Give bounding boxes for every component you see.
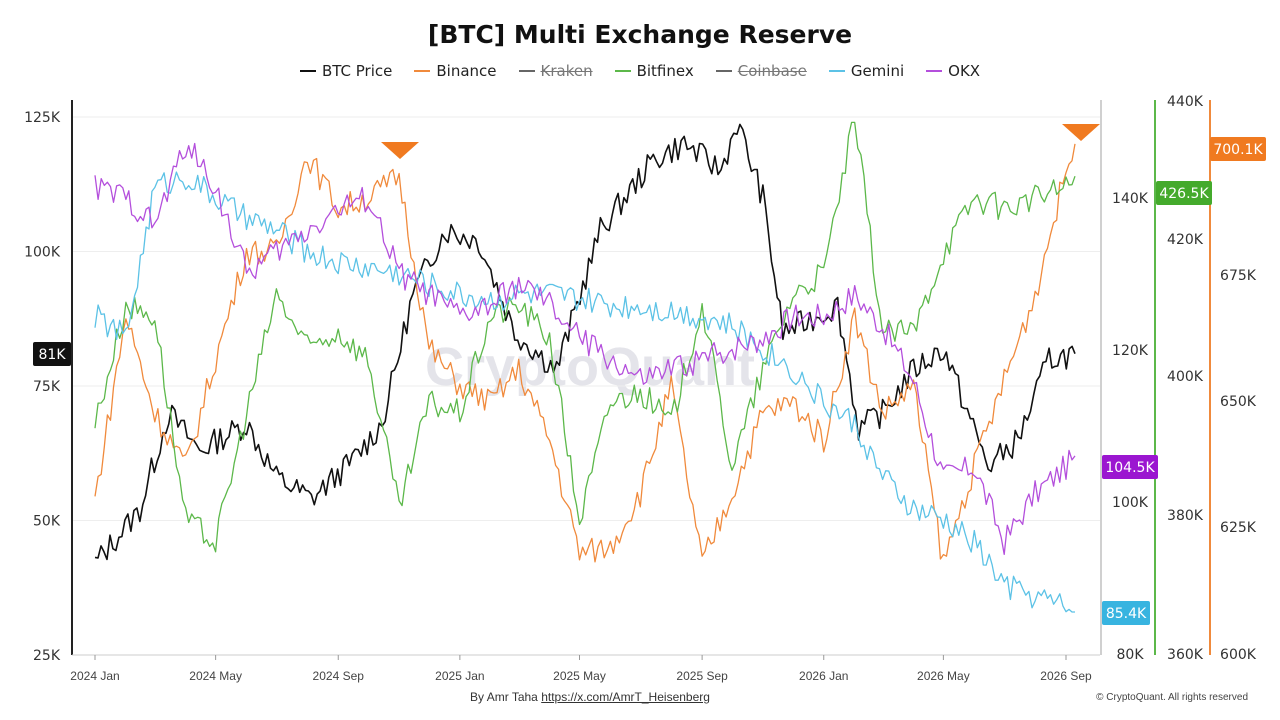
series-line-gemini[interactable]	[94, 171, 1075, 613]
signal-marker-icon	[1062, 124, 1100, 141]
legend-swatch	[614, 70, 631, 72]
legend-item-binance[interactable]: Binance	[414, 62, 497, 80]
footer-credit-prefix: By Amr Taha	[470, 690, 538, 704]
legend-swatch	[828, 70, 845, 72]
left-axis-tick: 100K	[24, 245, 61, 261]
legend-item-coinbase[interactable]: Coinbase	[715, 62, 807, 80]
x-tick-label: 2025 Sep	[676, 669, 728, 683]
series-line-okx[interactable]	[94, 142, 1076, 556]
legend-item-okx[interactable]: OKX	[926, 62, 980, 80]
x-tick-label: 2026 May	[917, 669, 970, 683]
binance-badge-label: 700.1K	[1213, 142, 1263, 158]
axis-badges: 81K 104.5K 426.5K 700.1K 85.4K	[33, 137, 1266, 625]
bitfinex-axis-tick: 400K	[1167, 369, 1204, 385]
legend-label: OKX	[948, 62, 981, 80]
legend-label: Kraken	[540, 62, 593, 80]
bitfinex-axis-tick: 360K	[1167, 647, 1204, 663]
price-badge-label: 104.5K	[1105, 460, 1155, 476]
legend-swatch	[715, 70, 732, 72]
legend-swatch	[926, 70, 943, 72]
price-axis-tick: 120K	[1112, 343, 1149, 359]
signal-marker-icon	[381, 142, 419, 159]
left-axis-tick: 125K	[24, 110, 61, 126]
x-tick-label: 2024 Sep	[313, 669, 365, 683]
legend-label: BTC Price	[321, 62, 393, 80]
x-tick-label: 2024 May	[189, 669, 242, 683]
legend-item-gemini[interactable]: Gemini	[828, 62, 905, 80]
binance-badge-bg	[1210, 137, 1266, 161]
legend-swatch	[299, 70, 316, 72]
left-axis-tick: 50K	[33, 514, 61, 530]
price-axis-tick: 140K	[1112, 191, 1149, 207]
gemini_badge-badge-bg	[1102, 601, 1150, 625]
x-tick-label: 2026 Sep	[1040, 669, 1092, 683]
price-axis-tick: 80K	[1117, 647, 1145, 663]
binance-axis-tick: 625K	[1220, 520, 1257, 536]
axes: 125K 100K 75K 50K 25K 2024 Jan 2024 May 2024 Se…	[24, 94, 1263, 683]
series-line-binance[interactable]	[94, 143, 1076, 563]
x-tick-label: 2024 Jan	[70, 669, 119, 683]
bitfinex-axis-tick: 380K	[1167, 508, 1204, 524]
legend-item-bitfinex[interactable]: Bitfinex	[614, 62, 694, 80]
chart-title: [BTC] Multi Exchange Reserve	[427, 20, 853, 49]
series-lines	[94, 121, 1076, 613]
legend-item-btc-price[interactable]: BTC Price	[299, 62, 393, 80]
bitfinex-badge-label: 426.5K	[1159, 186, 1209, 202]
left-badge-bg	[33, 342, 71, 366]
legend-label: Gemini	[850, 62, 905, 80]
binance-axis-tick: 675K	[1220, 268, 1257, 284]
bitfinex-axis-tick: 440K	[1167, 94, 1204, 110]
binance-axis-tick: 650K	[1220, 394, 1257, 410]
footer-link[interactable]: https://x.com/AmrT_Heisenberg	[541, 690, 710, 704]
legend-item-kraken[interactable]: Kraken	[518, 62, 593, 80]
left-badge-label: 81K	[39, 347, 67, 363]
price-badge-bg	[1102, 455, 1158, 479]
series-line-bitfinex[interactable]	[94, 121, 1076, 553]
legend-label: Binance	[436, 62, 497, 80]
bitfinex-badge-bg	[1156, 181, 1212, 205]
legend-label: Bitfinex	[636, 62, 694, 80]
left-axis-tick: 75K	[33, 379, 61, 395]
legend-swatch	[414, 70, 431, 72]
binance-axis-tick: 600K	[1220, 647, 1257, 663]
price-axis-tick: 100K	[1112, 495, 1149, 511]
copyright: © CryptoQuant. All rights reserved	[1096, 692, 1248, 703]
x-tick-label: 2026 Jan	[799, 669, 848, 683]
gemini_badge-badge-label: 85.4K	[1106, 606, 1147, 622]
footer-credit: By Amr Taha https://x.com/AmrT_Heisenber…	[0, 690, 1180, 704]
bitfinex-axis-tick: 420K	[1167, 232, 1204, 248]
legend: BTC Price Binance Kraken Bitfinex Coinbase Ge…	[0, 62, 1280, 80]
legend-swatch	[518, 70, 535, 72]
x-tick-label: 2025 Jan	[435, 669, 484, 683]
left-axis-tick: 25K	[33, 648, 61, 664]
series-line-btc-price[interactable]	[94, 123, 1076, 561]
markers	[381, 124, 1100, 159]
legend-label: Coinbase	[737, 62, 807, 80]
x-tick-label: 2025 May	[553, 669, 606, 683]
